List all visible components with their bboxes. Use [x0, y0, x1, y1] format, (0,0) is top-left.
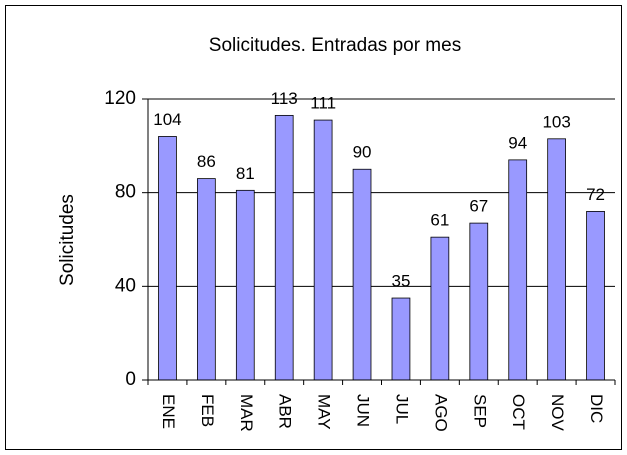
data-label: 35	[391, 272, 410, 291]
data-label: 104	[153, 110, 181, 129]
y-tick-label: 40	[115, 275, 136, 296]
data-label: 94	[508, 133, 527, 152]
x-tick-label: DIC	[587, 394, 606, 423]
chart-title: Solicitudes. Entradas por mes	[209, 35, 461, 56]
bar	[469, 222, 489, 381]
x-tick-label: JUL	[392, 394, 411, 424]
y-tick-label: 120	[104, 88, 136, 109]
bar	[352, 168, 372, 381]
x-tick-label: SEP	[470, 394, 489, 428]
data-label: 103	[542, 112, 570, 131]
bar	[586, 210, 605, 381]
x-tick-label: AGO	[431, 394, 450, 432]
bar	[430, 236, 450, 381]
bar	[235, 189, 255, 381]
x-tick-label: ENE	[159, 394, 178, 429]
bar	[313, 119, 333, 381]
bar	[391, 297, 411, 381]
data-label: 86	[197, 152, 216, 171]
x-tick-label: JUN	[354, 394, 373, 427]
x-tick-label: FEB	[198, 394, 217, 427]
chart-border	[5, 5, 622, 450]
data-label: 113	[271, 89, 298, 108]
x-tick-label: MAY	[315, 394, 334, 430]
bar	[197, 178, 216, 381]
x-tick-label: OCT	[509, 394, 528, 430]
data-label: 61	[430, 211, 449, 230]
bar	[508, 159, 528, 381]
data-label: 67	[469, 197, 488, 216]
data-label: 81	[236, 164, 255, 183]
data-label: 111	[310, 94, 336, 113]
x-tick-label: ABR	[276, 394, 295, 429]
x-tick-label: MAR	[237, 394, 256, 432]
x-tick-label: NOV	[548, 394, 567, 432]
data-label: 72	[586, 185, 605, 204]
y-tick-label: 0	[125, 369, 136, 390]
y-tick-label: 80	[115, 182, 136, 203]
bar	[547, 138, 566, 381]
bar	[158, 136, 177, 381]
data-label: 90	[353, 143, 372, 162]
bar	[274, 114, 294, 381]
y-axis-label: Solicitudes	[57, 194, 78, 286]
